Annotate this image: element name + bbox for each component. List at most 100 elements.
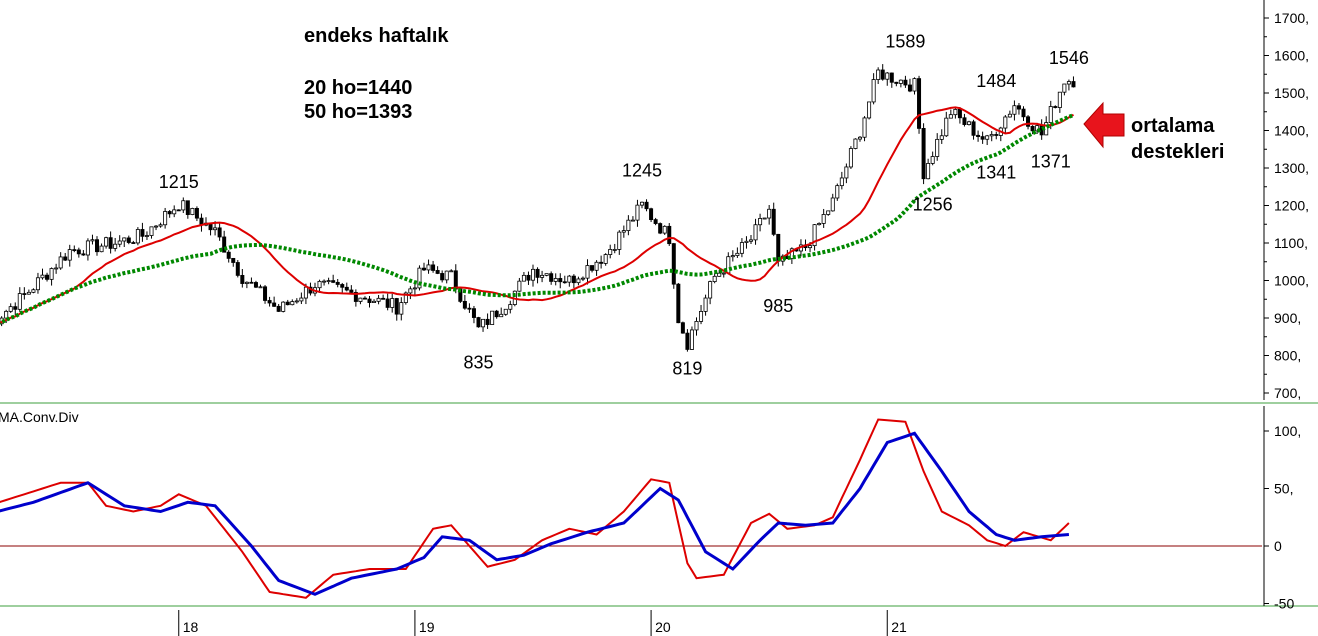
candle-body [699, 311, 704, 322]
candle-body [590, 265, 595, 271]
candle-body [853, 138, 858, 149]
candle-body [694, 321, 699, 331]
candle-body [689, 329, 694, 350]
candle-body [163, 211, 168, 226]
candle-body [362, 297, 367, 300]
candle-body [154, 225, 159, 228]
ma50-note: 50 ho=1393 [304, 101, 413, 123]
candle-body [640, 201, 645, 206]
candle-body [231, 257, 236, 263]
candle-body [181, 200, 186, 211]
candle-body [122, 237, 127, 242]
candle-body [1003, 116, 1008, 129]
price-y-tick-label: 1400, [1274, 123, 1309, 139]
macd-title: MA.Conv.Div [0, 409, 79, 425]
candle-body [63, 256, 68, 261]
candle-body [490, 310, 495, 325]
candle-body [980, 136, 985, 140]
candle-body [921, 128, 926, 180]
candle-body [1062, 83, 1067, 93]
candle-body [299, 297, 304, 302]
x-tick-label: 20 [655, 619, 671, 635]
candle-body [440, 273, 445, 281]
candle-body [676, 283, 681, 324]
macd-line [0, 418, 1070, 599]
candle-body [167, 211, 172, 215]
candle-body [830, 197, 835, 212]
candle-body [894, 81, 899, 84]
candle-body [721, 272, 726, 275]
candle-body [535, 268, 540, 278]
candle-body [90, 239, 95, 242]
candle-body [526, 274, 531, 281]
candle-body [399, 302, 404, 315]
candle-body [426, 264, 431, 271]
candle-body [499, 313, 504, 318]
candle-body [758, 218, 763, 226]
candle-body [385, 298, 390, 308]
candle-body [253, 282, 258, 288]
candle-body [13, 306, 18, 310]
candle-body [45, 274, 50, 280]
candle-body [926, 163, 931, 180]
candle-body [471, 308, 476, 318]
price-y-tick-label: 1000, [1274, 273, 1309, 289]
candle-body [272, 302, 277, 307]
candle-body [912, 78, 917, 92]
candle-body [158, 224, 163, 227]
candle-body [1030, 125, 1035, 132]
candle-body [839, 177, 844, 187]
candle-body [72, 249, 77, 251]
candle-body [412, 287, 417, 290]
candle-body [113, 243, 118, 249]
candle-body [835, 185, 840, 199]
candle-body [381, 297, 386, 300]
candle-body [67, 249, 72, 261]
candle-body [957, 108, 962, 119]
price-y-tick-label: 1100, [1274, 235, 1308, 251]
candle-body [667, 225, 672, 245]
x-tick-label: 21 [891, 619, 907, 635]
candle-body [390, 298, 395, 308]
candle-body [394, 298, 399, 315]
candle-body [735, 252, 740, 256]
candle-body [880, 69, 885, 80]
candle-body [322, 280, 327, 283]
candle-body [1016, 105, 1021, 110]
candle-body [630, 219, 635, 222]
candle-body [867, 101, 872, 119]
candle-body [408, 288, 413, 294]
candle-body [976, 134, 981, 137]
candle-body [85, 240, 90, 256]
candle-body [703, 297, 708, 312]
candle-body [485, 318, 490, 325]
candle-body [1021, 108, 1026, 118]
candle-body [17, 293, 22, 310]
candle-body [1053, 106, 1058, 108]
candle-body [935, 138, 940, 157]
candle-body [335, 281, 340, 285]
candle-body [276, 305, 281, 312]
chart-frame [0, 402, 1318, 607]
candle-body [517, 280, 522, 292]
candle-body [680, 322, 685, 334]
candle-body [558, 278, 563, 283]
candle-body [898, 79, 903, 84]
candle-body [885, 72, 890, 80]
candle-body [771, 208, 776, 235]
candle-body [1057, 91, 1062, 108]
candle-body [812, 224, 817, 247]
price-label-1256: 1256 [913, 195, 953, 215]
candle-body [49, 268, 54, 280]
candle-body [22, 293, 27, 295]
candle-body [267, 300, 272, 304]
candle-body [939, 135, 944, 140]
candle-body [858, 136, 863, 140]
candle-body [294, 300, 299, 303]
candle-body [140, 229, 145, 237]
macd-y-tick-label: -50 [1274, 596, 1294, 612]
price-y-tick-label: 1200, [1274, 198, 1309, 214]
candle-body [190, 208, 195, 215]
candle-body [649, 208, 654, 221]
candle-body [744, 240, 749, 243]
